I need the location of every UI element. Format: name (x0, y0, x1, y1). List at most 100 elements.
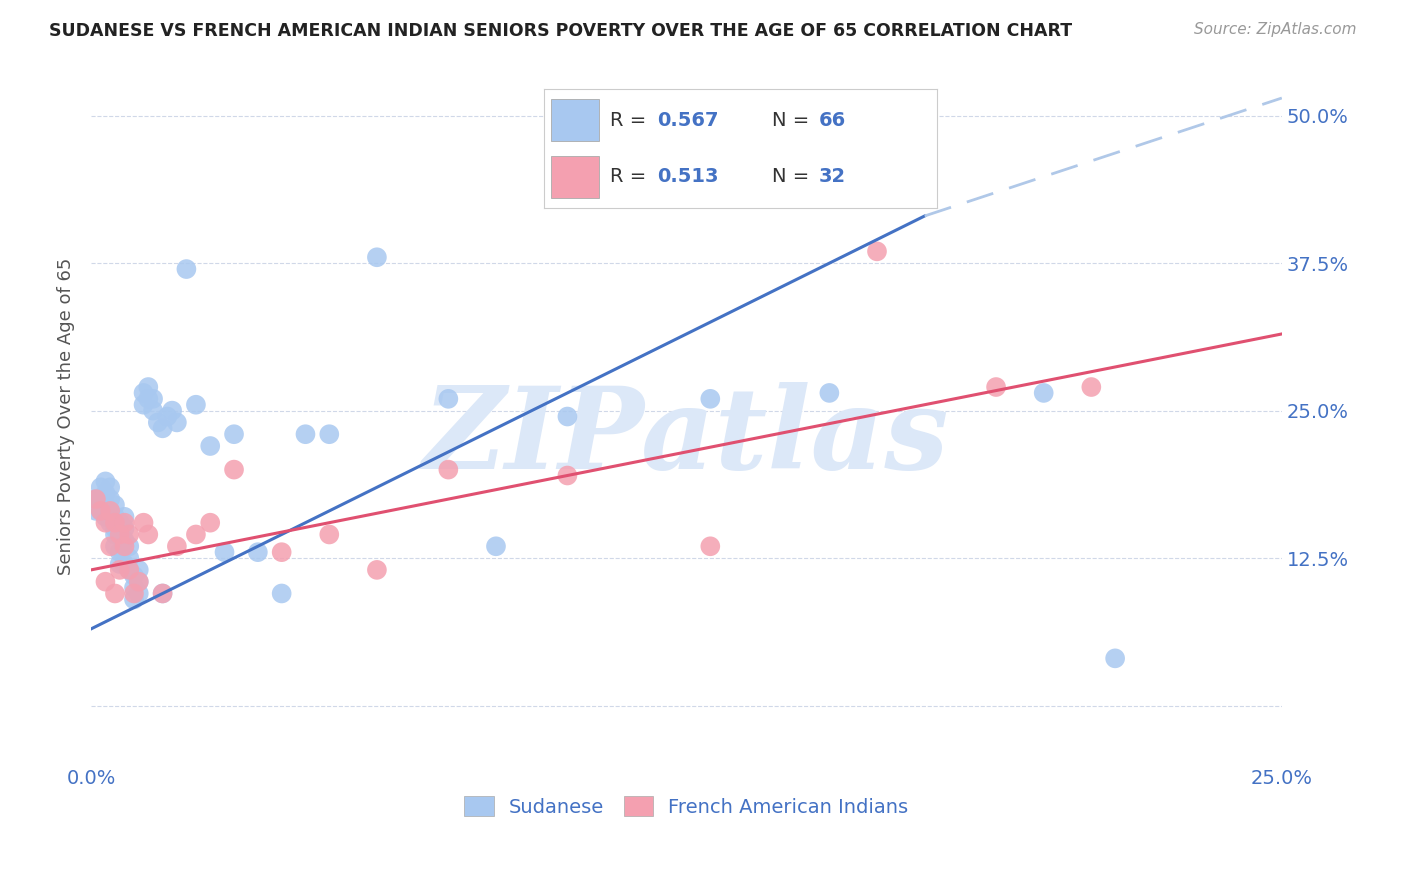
Point (122, 586, 145, 600)
Point (1032, 385, 1054, 400)
Point (90, 504, 112, 518)
Point (699, 539, 721, 553)
Point (270, 545, 292, 559)
Point (132, 398, 155, 412)
Point (222, 427, 245, 442)
Point (557, 468, 579, 483)
Point (128, 574, 150, 589)
Point (132, 516, 155, 530)
Point (1104, 651, 1126, 665)
Point (98, 504, 121, 518)
Text: ZIPatlas: ZIPatlas (423, 382, 949, 493)
Point (128, 586, 150, 600)
Point (104, 516, 127, 530)
Point (104, 509, 127, 524)
Point (200, 439, 222, 453)
Point (90, 492, 112, 507)
Point (114, 539, 136, 553)
Point (200, 516, 222, 530)
Point (108, 527, 131, 541)
Point (94, 509, 117, 524)
Point (146, 416, 169, 430)
Point (156, 409, 179, 424)
Point (122, 581, 145, 595)
Point (114, 533, 136, 548)
Point (94, 516, 117, 530)
Point (104, 527, 127, 541)
Point (108, 527, 131, 541)
Point (108, 545, 131, 559)
Point (136, 527, 159, 541)
Point (108, 516, 131, 530)
Point (118, 539, 141, 553)
Point (318, 527, 340, 541)
Point (98, 516, 121, 530)
Point (214, 545, 236, 559)
Point (98, 539, 121, 553)
Point (437, 462, 460, 476)
Point (114, 516, 136, 530)
Point (136, 392, 159, 406)
Point (90, 504, 112, 518)
Point (104, 498, 127, 512)
Legend: Sudanese, French American Indians: Sudanese, French American Indians (457, 789, 917, 824)
Point (122, 568, 145, 582)
Point (118, 551, 141, 566)
Point (818, 385, 841, 400)
Point (142, 403, 165, 417)
Point (152, 586, 174, 600)
Point (128, 574, 150, 589)
Point (184, 527, 207, 541)
Point (104, 586, 127, 600)
Point (142, 392, 165, 406)
Point (270, 586, 292, 600)
Point (84, 492, 107, 507)
Point (132, 385, 155, 400)
Point (90, 480, 112, 494)
Point (699, 392, 721, 406)
Point (366, 563, 388, 577)
Point (98, 504, 121, 518)
Point (104, 539, 127, 553)
Point (866, 244, 889, 259)
Point (152, 421, 174, 435)
Point (246, 545, 269, 559)
Point (152, 586, 174, 600)
Point (166, 416, 188, 430)
Point (84, 504, 107, 518)
Point (222, 462, 245, 476)
Point (114, 509, 136, 524)
Point (114, 557, 136, 571)
Point (1080, 380, 1102, 394)
Point (104, 516, 127, 530)
Point (98, 480, 121, 494)
Point (94, 498, 117, 512)
Point (108, 557, 131, 571)
Point (557, 409, 579, 424)
Point (366, 250, 388, 264)
Point (914, 168, 936, 182)
Point (318, 427, 340, 442)
Point (94, 574, 117, 589)
Point (160, 403, 183, 417)
Text: Source: ZipAtlas.com: Source: ZipAtlas.com (1194, 22, 1357, 37)
Text: SUDANESE VS FRENCH AMERICAN INDIAN SENIORS POVERTY OVER THE AGE OF 65 CORRELATIO: SUDANESE VS FRENCH AMERICAN INDIAN SENIO… (49, 22, 1073, 40)
Point (118, 563, 141, 577)
Point (128, 563, 150, 577)
Point (114, 522, 136, 536)
Point (104, 522, 127, 536)
Point (118, 563, 141, 577)
Point (84, 492, 107, 507)
Point (176, 262, 198, 277)
Point (94, 486, 117, 500)
Point (122, 592, 145, 607)
Point (118, 527, 141, 541)
Point (984, 380, 1007, 394)
Point (166, 539, 188, 553)
Point (184, 398, 207, 412)
Point (437, 392, 460, 406)
Y-axis label: Seniors Poverty Over the Age of 65: Seniors Poverty Over the Age of 65 (58, 258, 75, 575)
Point (136, 380, 159, 394)
Point (94, 475, 117, 489)
Point (98, 492, 121, 507)
